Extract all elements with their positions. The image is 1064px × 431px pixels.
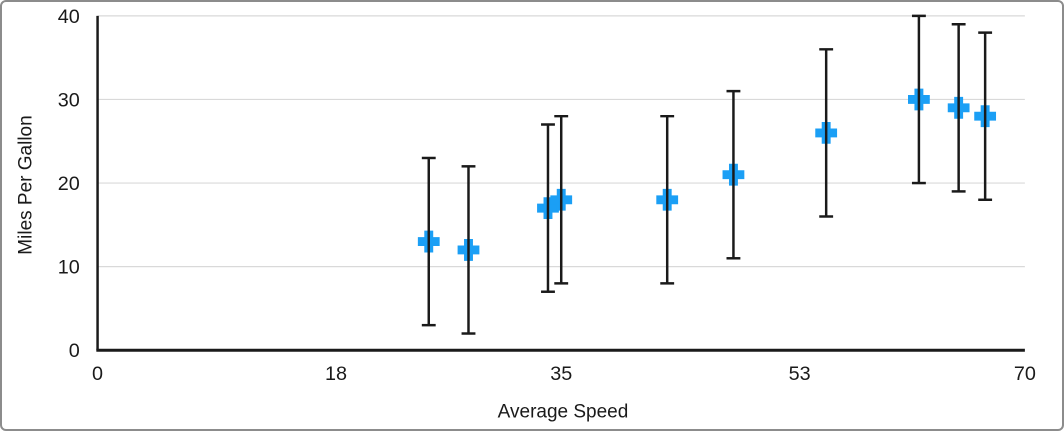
x-tick-label: 70 bbox=[1014, 363, 1036, 385]
x-tick-label: 35 bbox=[550, 363, 572, 385]
y-tick-label: 20 bbox=[58, 173, 80, 195]
x-tick-label: 18 bbox=[325, 363, 347, 385]
y-tick-label: 10 bbox=[58, 257, 80, 279]
x-tick-label: 0 bbox=[92, 363, 103, 385]
y-tick-label: 40 bbox=[58, 6, 80, 28]
x-axis-title: Average Speed bbox=[497, 401, 629, 423]
y-tick-label: 0 bbox=[69, 340, 80, 362]
y-axis-title: Miles Per Gallon bbox=[15, 115, 37, 255]
x-tick-label: 53 bbox=[789, 363, 811, 385]
y-tick-label: 30 bbox=[58, 89, 80, 111]
